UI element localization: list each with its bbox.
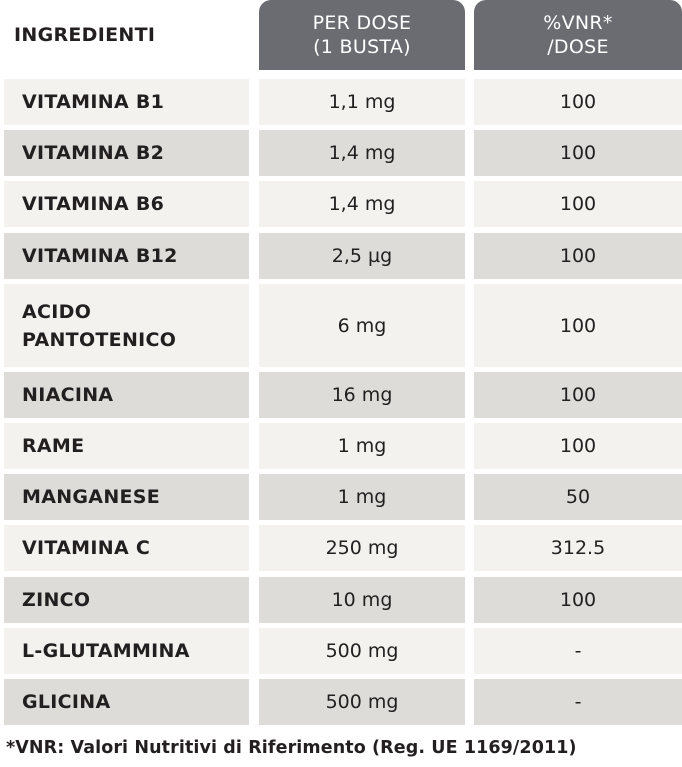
ingredient-dose: 500 mg (259, 628, 465, 674)
ingredient-vnr: 312.5 (474, 525, 682, 571)
ingredient-name: VITAMINA C (4, 525, 249, 571)
ingredient-name: ZINCO (4, 577, 249, 623)
ingredient-dose: 1,4 mg (259, 130, 465, 176)
ingredient-dose: 1,4 mg (259, 181, 465, 227)
ingredient-name-line1: ACIDO (22, 300, 92, 323)
ingredient-dose: 1,1 mg (259, 79, 465, 125)
ingredient-name: NIACINA (4, 372, 249, 418)
ingredient-vnr: 100 (474, 233, 682, 279)
footnote: *VNR: Valori Nutritivi di Riferimento (R… (6, 738, 577, 758)
ingredient-dose: 6 mg (259, 284, 465, 367)
ingredient-name: VITAMINA B6 (4, 181, 249, 227)
ingredient-vnr: 100 (474, 423, 682, 469)
ingredient-vnr: 100 (474, 372, 682, 418)
ingredient-name-line2: PANTOTENICO (22, 328, 177, 351)
ingredient-name: VITAMINA B12 (4, 233, 249, 279)
ingredient-dose: 10 mg (259, 577, 465, 623)
ingredient-name: MANGANESE (4, 474, 249, 520)
ingredient-vnr: - (474, 628, 682, 674)
ingredient-name: VITAMINA B1 (4, 79, 249, 125)
ingredient-dose: 16 mg (259, 372, 465, 418)
header-ingredients: INGREDIENTI (14, 24, 156, 46)
ingredient-vnr: - (474, 679, 682, 725)
ingredient-dose: 500 mg (259, 679, 465, 725)
ingredient-dose: 250 mg (259, 525, 465, 571)
ingredient-dose: 1 mg (259, 423, 465, 469)
header-vnr: %VNR* /DOSE (474, 0, 682, 70)
ingredient-name: GLICINA (4, 679, 249, 725)
header-vnr-line2: /DOSE (547, 36, 609, 58)
ingredient-vnr: 100 (474, 577, 682, 623)
ingredient-vnr: 100 (474, 130, 682, 176)
header-per-dose: PER DOSE (1 BUSTA) (259, 0, 465, 70)
header-per-dose-line2: (1 BUSTA) (313, 36, 411, 58)
ingredient-name: L-GLUTAMMINA (4, 628, 249, 674)
ingredient-vnr: 100 (474, 79, 682, 125)
ingredient-dose: 2,5 µg (259, 233, 465, 279)
ingredient-name: ACIDO PANTOTENICO (4, 284, 249, 367)
ingredient-vnr: 50 (474, 474, 682, 520)
header-per-dose-line1: PER DOSE (312, 12, 412, 34)
ingredient-dose: 1 mg (259, 474, 465, 520)
ingredient-vnr: 100 (474, 284, 682, 367)
ingredient-name: VITAMINA B2 (4, 130, 249, 176)
ingredient-vnr: 100 (474, 181, 682, 227)
header-vnr-line1: %VNR* (543, 12, 613, 34)
ingredient-name: RAME (4, 423, 249, 469)
